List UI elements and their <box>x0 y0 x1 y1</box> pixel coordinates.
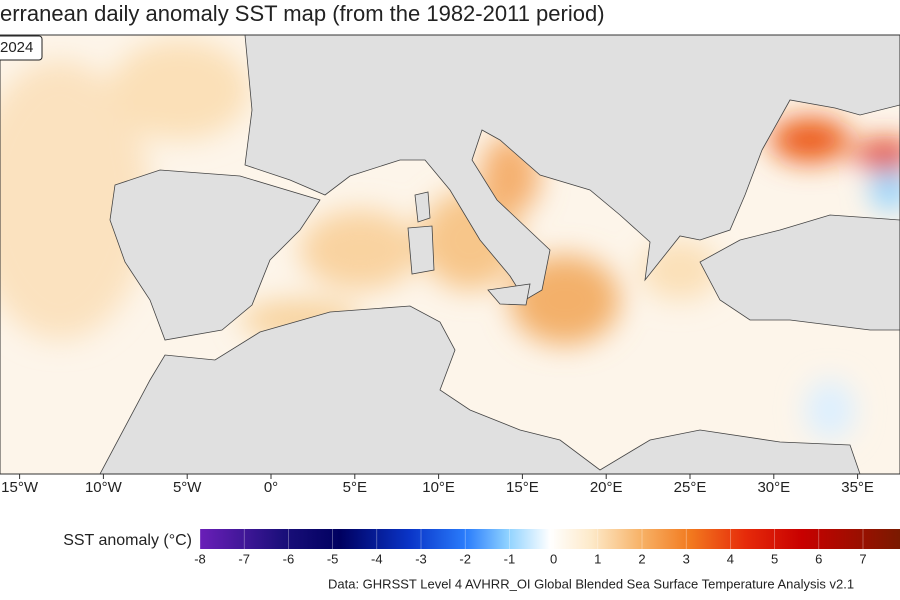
colorbar-tick-label: -6 <box>283 551 295 566</box>
land-iberia <box>109 169 321 341</box>
lon-tick-label: 10°W <box>85 479 123 496</box>
land-turkey <box>699 214 900 331</box>
land-corsica <box>414 191 431 223</box>
lon-tick-label: 10°E <box>422 479 455 496</box>
colorbar-tick-label: 4 <box>727 551 734 566</box>
colorbar-tick-label: -2 <box>459 551 471 566</box>
land-europe <box>244 35 900 301</box>
land-sicily <box>487 283 531 306</box>
colorbar-tick-label: -1 <box>504 551 516 566</box>
colorbar-tick-label: 1 <box>594 551 601 566</box>
lon-tick-label: 25°E <box>674 479 707 496</box>
lon-tick-label: 5°E <box>343 479 367 496</box>
colorbar-tick-label: 2 <box>638 551 645 566</box>
lon-tick-label: 35°E <box>841 479 874 496</box>
map-title: erranean daily anomaly SST map (from the… <box>0 1 605 26</box>
date-label: 2024 <box>0 39 33 56</box>
colorbar-tick-label: 5 <box>771 551 778 566</box>
land-sardinia <box>407 225 435 275</box>
source-note: Data: GHRSST Level 4 AVHRR_OI Global Ble… <box>328 576 854 591</box>
colorbar-tick-label: -3 <box>415 551 427 566</box>
colorbar-tick-label: -8 <box>194 551 206 566</box>
colorbar-ticks: -8 -7 -6 -5 -4 -3 -2 -1 0 1 2 3 4 5 6 7 <box>194 529 867 566</box>
colorbar-tick-label: -4 <box>371 551 383 566</box>
lon-tick-label: 5°W <box>173 479 202 496</box>
longitude-axis: 15°W 10°W 5°W 0° 5°E 10°E 15°E 20°E 25°E 30°E 35°E <box>1 474 874 496</box>
lon-tick-label: 30°E <box>757 479 790 496</box>
colorbar-label: SST anomaly (°C) <box>63 532 192 549</box>
colorbar <box>200 529 900 549</box>
lon-tick-label: 15°W <box>1 479 39 496</box>
lon-tick-label: 20°E <box>590 479 623 496</box>
map <box>0 35 900 474</box>
colorbar-tick-label: 7 <box>859 551 866 566</box>
lon-tick-label: 15°E <box>506 479 539 496</box>
colorbar-tick-label: 3 <box>683 551 690 566</box>
date-box <box>0 35 43 61</box>
map-frame <box>0 34 900 475</box>
anomaly-field <box>0 40 900 440</box>
colorbar-tick-label: -7 <box>238 551 250 566</box>
colorbar-tick-label: 6 <box>815 551 822 566</box>
lon-tick-label: 0° <box>264 479 278 496</box>
colorbar-tick-label: 0 <box>550 551 557 566</box>
colorbar-tick-label: -5 <box>327 551 339 566</box>
land-africa <box>99 305 861 474</box>
